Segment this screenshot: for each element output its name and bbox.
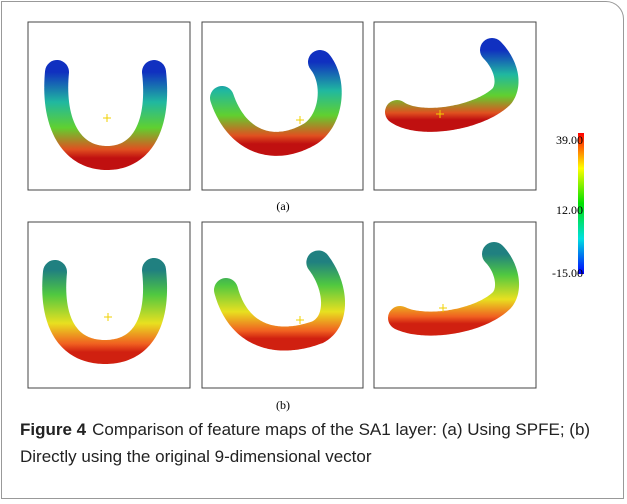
- panel-label: (b): [276, 398, 290, 412]
- colorbar-label: -15.00: [552, 266, 583, 280]
- colorbar-label: 12.00: [556, 203, 583, 217]
- colorbar-label: 39.00: [556, 133, 583, 147]
- caption-label: Figure 4: [20, 420, 86, 439]
- caption-text: Comparison of feature maps of the SA1 la…: [20, 420, 590, 466]
- page: (a) (b) 39.00 12.00 -15.00 Figure 4Compa…: [0, 0, 627, 504]
- panel-label: (a): [276, 199, 289, 213]
